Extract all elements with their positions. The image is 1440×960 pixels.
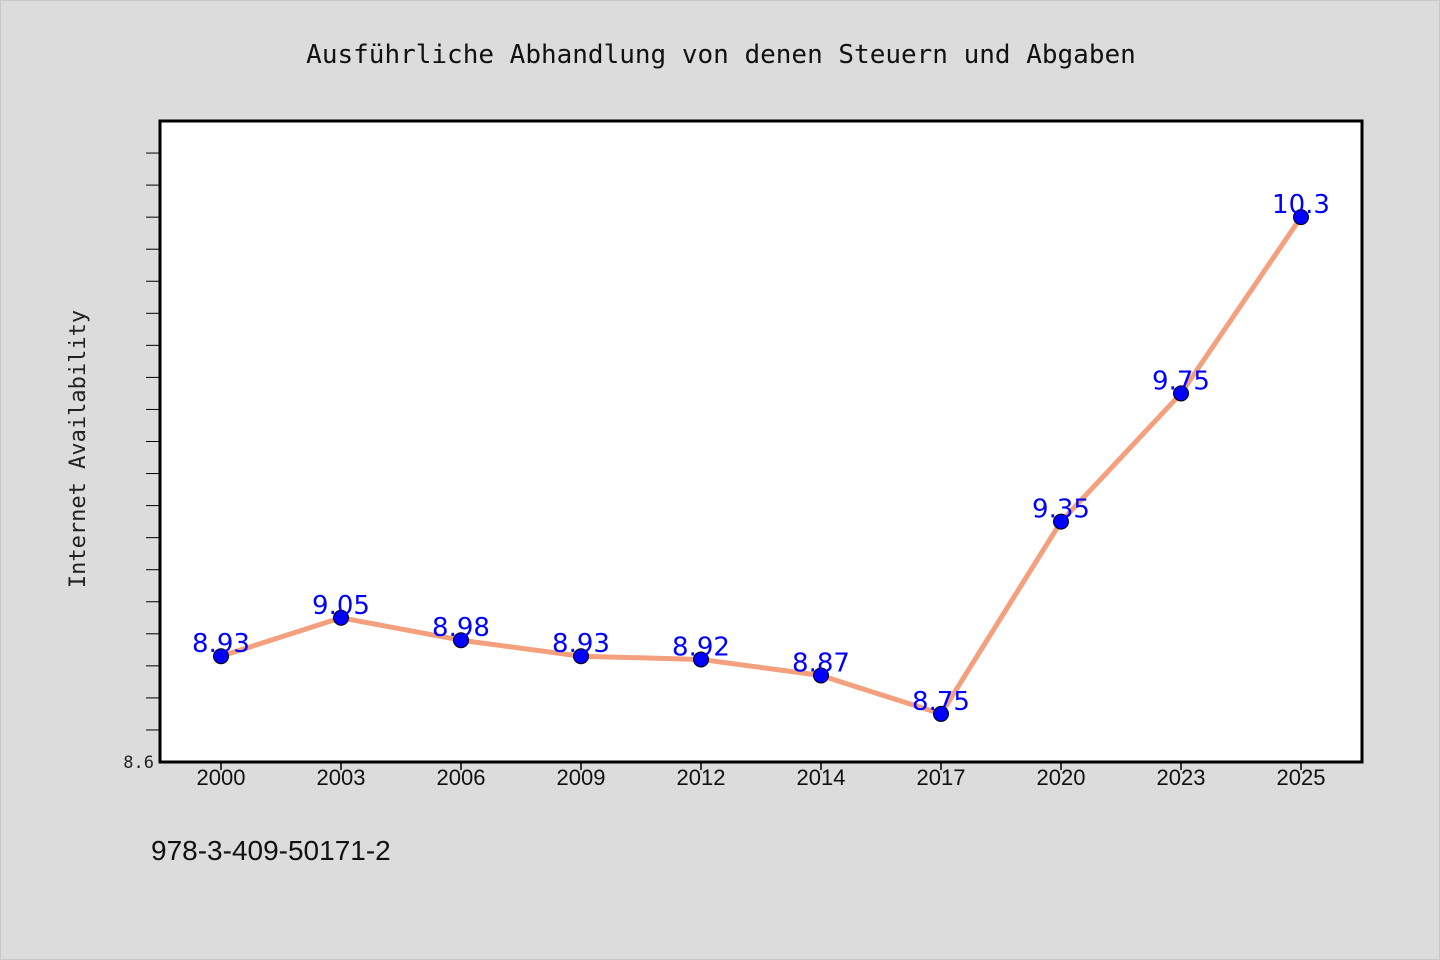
x-tick-label: 2014 xyxy=(797,765,846,790)
data-label: 8.87 xyxy=(792,648,850,678)
data-label: 8.93 xyxy=(192,629,250,659)
data-point xyxy=(1053,513,1069,530)
data-label: 9.75 xyxy=(1152,366,1210,396)
plot-area xyxy=(158,119,1364,764)
data-labels: 8.93 9.05 8.98 8.93 8.92 8.87 8.75 9.35 9.75 10.3 xyxy=(192,190,1330,717)
y-axis-label: Internet Availability xyxy=(66,310,91,588)
data-point xyxy=(693,651,709,668)
x-tick-label: 2023 xyxy=(1157,765,1206,790)
x-tick-label: 2009 xyxy=(557,765,606,790)
data-label: 8.98 xyxy=(432,613,490,643)
data-point xyxy=(1293,209,1309,226)
x-tick-label: 2003 xyxy=(317,765,366,790)
data-point xyxy=(213,648,229,665)
x-tick-label: 2020 xyxy=(1037,765,1086,790)
x-tick-label: 2000 xyxy=(197,765,246,790)
data-point xyxy=(1173,385,1189,402)
isbn-label: 978-3-409-50171-2 xyxy=(151,835,391,866)
series-line xyxy=(218,214,1304,717)
data-markers xyxy=(213,209,1309,722)
data-label: 8.92 xyxy=(672,632,730,662)
x-axis-ticks: 2000 2003 2006 2009 2012 2014 2017 2020 2023 2025 xyxy=(197,762,1326,790)
chart-title: Ausführliche Abhandlung von denen Steuer… xyxy=(306,40,1136,70)
y-axis-ticks: 8.6 xyxy=(123,152,160,773)
data-label: 9.05 xyxy=(312,591,370,621)
data-point xyxy=(573,648,589,665)
data-point xyxy=(333,609,349,626)
data-point xyxy=(453,632,469,649)
data-label: 8.93 xyxy=(552,629,610,659)
data-label: 10.3 xyxy=(1272,190,1330,220)
data-point xyxy=(933,705,949,722)
x-tick-label: 2006 xyxy=(437,765,486,790)
x-tick-label: 2025 xyxy=(1277,765,1326,790)
data-label: 9.35 xyxy=(1032,495,1090,525)
x-tick-label: 2017 xyxy=(917,765,966,790)
x-tick-label: 2012 xyxy=(677,765,726,790)
series-line-group xyxy=(218,214,1304,717)
data-point xyxy=(813,667,829,684)
y-tick-label: 8.6 xyxy=(123,753,154,773)
data-label: 8.75 xyxy=(912,687,970,717)
